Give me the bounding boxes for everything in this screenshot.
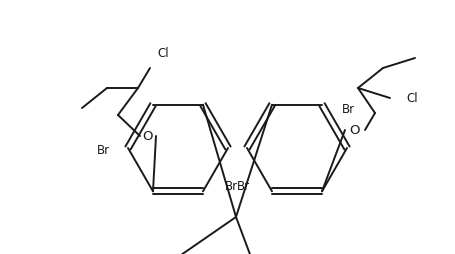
Text: Cl: Cl bbox=[157, 47, 168, 60]
Text: Br: Br bbox=[341, 103, 354, 116]
Text: O: O bbox=[349, 123, 359, 136]
Text: Br: Br bbox=[236, 180, 249, 193]
Text: Cl: Cl bbox=[405, 91, 417, 104]
Text: Br: Br bbox=[96, 144, 110, 156]
Text: O: O bbox=[142, 130, 153, 142]
Text: Br: Br bbox=[224, 180, 238, 193]
